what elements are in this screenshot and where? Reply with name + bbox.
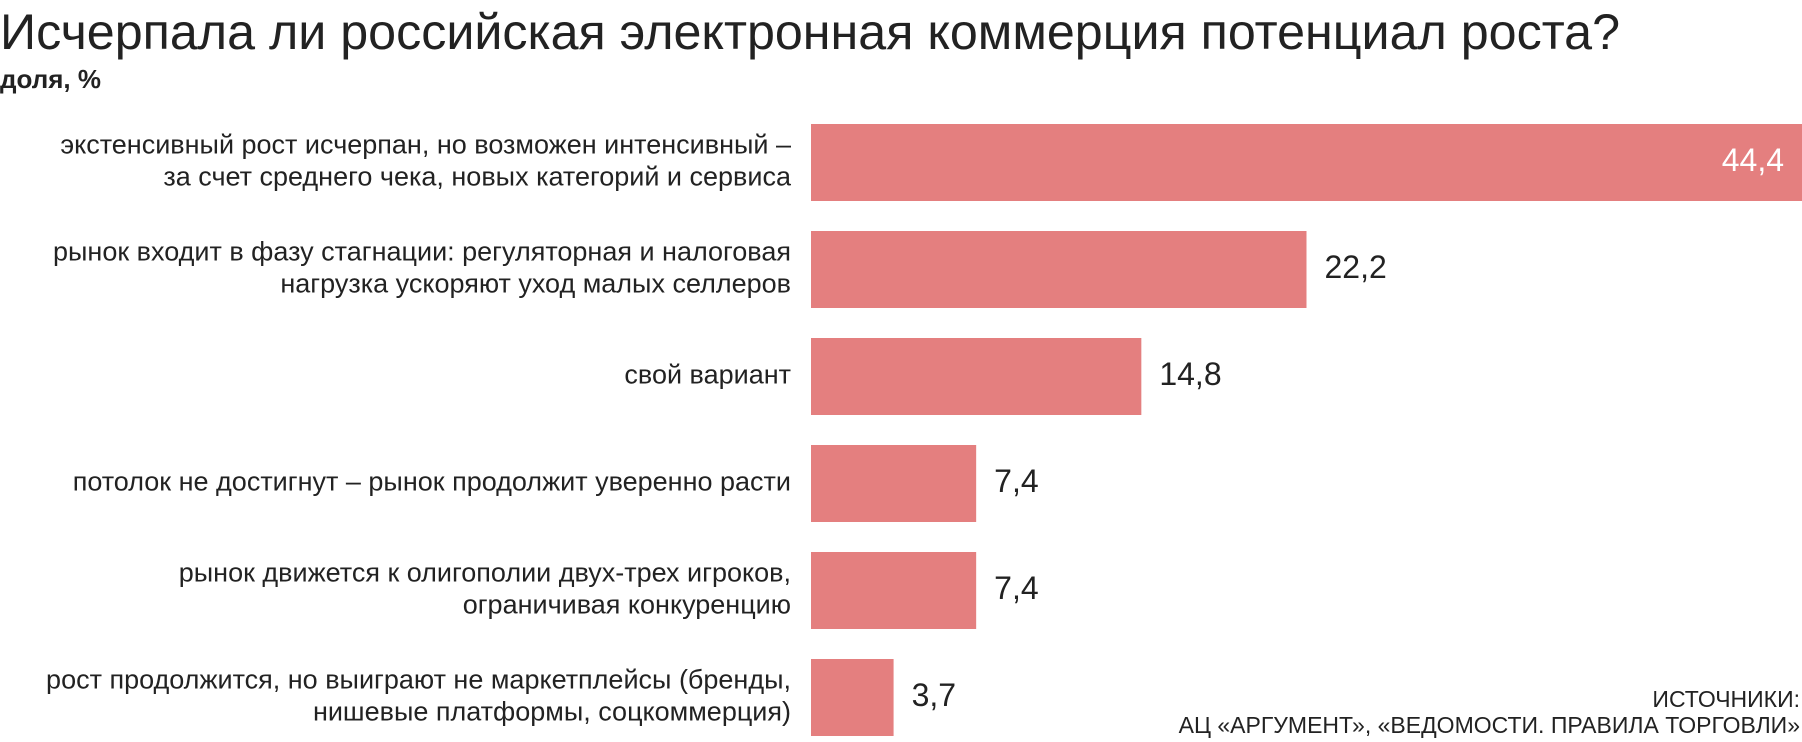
bar [811, 445, 977, 522]
value-label: 14,8 [1159, 356, 1221, 392]
chart-subtitle: доля, % [0, 64, 101, 94]
source: ИСТОЧНИКИ: [1652, 686, 1800, 712]
category-label: нагрузка ускоряют уход малых селлеров [280, 269, 791, 299]
value-label: 44,4 [1722, 142, 1784, 178]
source: АЦ «АРГУМЕНТ», «ВЕДОМОСТИ. ПРАВИЛА ТОРГО… [1179, 712, 1800, 738]
category-label: нишевые платформы, соцкоммерция) [313, 697, 791, 727]
category-label: экстенсивный рост исчерпан, но возможен … [60, 130, 791, 160]
bar [811, 124, 1802, 201]
category-label: потолок не достигнут – рынок продолжит у… [73, 467, 791, 497]
category-label: свой вариант [624, 360, 791, 390]
bar [811, 338, 1142, 415]
category-label: рост продолжится, но выиграют не маркетп… [46, 665, 791, 695]
category-label: за счет среднего чека, новых категорий и… [163, 162, 792, 192]
bar [811, 552, 977, 629]
bar [811, 231, 1307, 308]
value-label: 7,4 [994, 570, 1038, 606]
value-label: 3,7 [912, 677, 956, 713]
bar [811, 659, 894, 736]
chart-title: Исчерпала ли российская электронная комм… [0, 4, 1620, 60]
category-label: ограничивая конкуренцию [463, 590, 791, 620]
category-label: рынок движется к олигополии двух-трех иг… [179, 558, 791, 588]
value-label: 7,4 [994, 463, 1038, 499]
category-label: рынок входит в фазу стагнации: регулятор… [53, 237, 791, 267]
value-label: 22,2 [1325, 249, 1387, 285]
